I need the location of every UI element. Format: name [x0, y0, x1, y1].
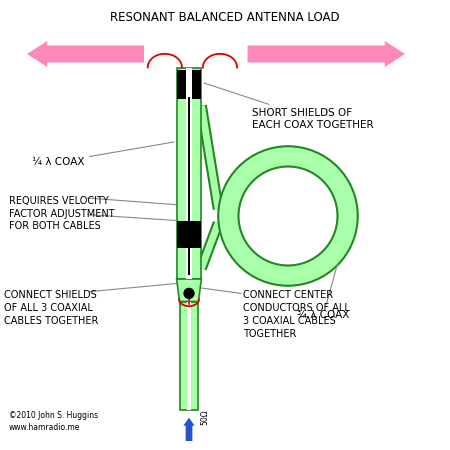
- Polygon shape: [176, 279, 202, 302]
- Bar: [187, 302, 191, 410]
- Text: CONNECT SHIELDS
OF ALL 3 COAXIAL
CABLES TOGETHER: CONNECT SHIELDS OF ALL 3 COAXIAL CABLES …: [4, 290, 99, 326]
- Circle shape: [238, 166, 338, 266]
- FancyArrow shape: [27, 41, 144, 67]
- Text: ¼ λ COAX: ¼ λ COAX: [32, 142, 174, 167]
- Bar: [180, 302, 198, 410]
- Text: REQUIRES VELOCITY
FACTOR ADJUSTMENT
FOR BOTH CABLES: REQUIRES VELOCITY FACTOR ADJUSTMENT FOR …: [9, 196, 115, 231]
- Text: ¾ λ COAX: ¾ λ COAX: [297, 264, 349, 320]
- Circle shape: [218, 146, 358, 286]
- Bar: [186, 68, 192, 279]
- Text: SHORT SHIELDS OF
EACH COAX TOGETHER: SHORT SHIELDS OF EACH COAX TOGETHER: [204, 83, 374, 130]
- FancyArrow shape: [248, 41, 405, 67]
- FancyArrow shape: [184, 418, 194, 441]
- Circle shape: [184, 288, 194, 298]
- Text: 50Ω: 50Ω: [201, 410, 210, 425]
- Bar: [176, 68, 201, 279]
- Text: ©2010 John S. Huggins
www.hamradio.me: ©2010 John S. Huggins www.hamradio.me: [9, 411, 98, 432]
- Text: RESONANT BALANCED ANTENNA LOAD: RESONANT BALANCED ANTENNA LOAD: [110, 11, 340, 24]
- Bar: [176, 220, 201, 248]
- Text: CONNECT CENTER
CONDUCTORS OF ALL
3 COAXIAL CABLES
TOGETHER: CONNECT CENTER CONDUCTORS OF ALL 3 COAXI…: [243, 290, 350, 339]
- Bar: [176, 70, 201, 99]
- Bar: [188, 97, 190, 274]
